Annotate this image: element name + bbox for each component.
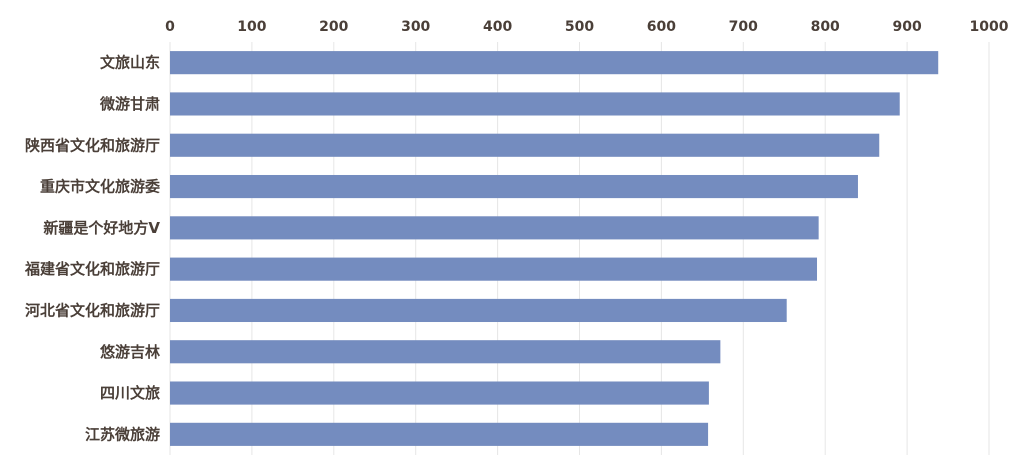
bar bbox=[170, 340, 721, 364]
x-tick-label: 900 bbox=[892, 19, 921, 35]
bar bbox=[170, 257, 818, 281]
bar bbox=[170, 51, 939, 75]
category-label: 河北省文化和旅游厅 bbox=[25, 301, 160, 319]
category-label: 陕西省文化和旅游厅 bbox=[25, 136, 160, 154]
x-tick-label: 100 bbox=[237, 19, 266, 35]
bar bbox=[170, 422, 709, 446]
x-tick-label: 400 bbox=[483, 19, 512, 35]
category-label: 四川文旅 bbox=[100, 384, 160, 402]
bar bbox=[170, 216, 819, 240]
bar bbox=[170, 174, 858, 199]
category-label: 文旅山东 bbox=[100, 54, 160, 72]
x-tick-label: 200 bbox=[319, 19, 348, 35]
x-tick-label: 500 bbox=[565, 19, 594, 35]
x-tick-label: 800 bbox=[811, 19, 840, 35]
x-tick-label: 700 bbox=[729, 19, 758, 35]
category-label: 重庆市文化旅游委 bbox=[40, 178, 160, 196]
category-label: 福建省文化和旅游厅 bbox=[24, 260, 160, 278]
category-label: 江苏微旅游 bbox=[85, 425, 160, 443]
bar bbox=[170, 133, 880, 157]
x-tick-label: 600 bbox=[647, 19, 676, 35]
category-label: 微游甘肃 bbox=[99, 95, 160, 113]
bars bbox=[170, 51, 939, 446]
category-label: 新疆是个好地方V bbox=[43, 219, 160, 237]
x-tick-label: 1000 bbox=[970, 19, 1009, 35]
bar bbox=[170, 381, 709, 405]
x-axis-ticks: 0 100 200 300 400 500 600 700 800 900 1000 bbox=[165, 19, 1009, 35]
bar bbox=[170, 298, 787, 323]
x-tick-label: 0 bbox=[165, 19, 175, 35]
bar bbox=[170, 92, 900, 116]
category-label: 悠游吉林 bbox=[99, 343, 161, 361]
x-tick-label: 300 bbox=[401, 19, 430, 35]
